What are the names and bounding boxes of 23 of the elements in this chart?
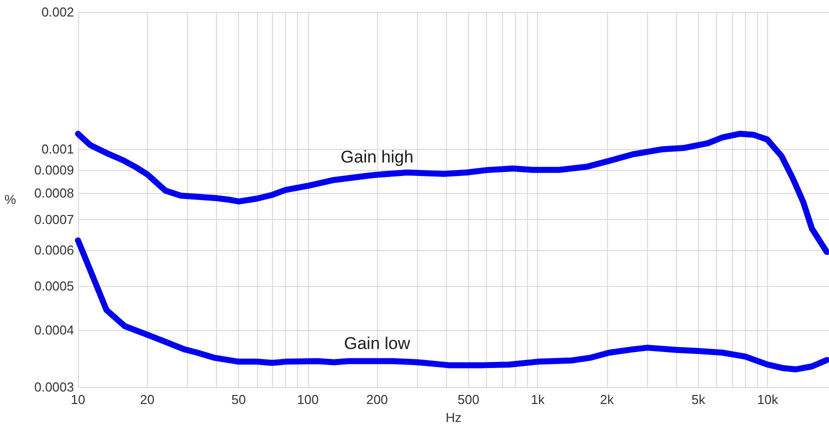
x-tick-label: 20 bbox=[140, 392, 154, 407]
y-tick-label: 0.0007 bbox=[34, 212, 74, 228]
y-tick-label: 0.001 bbox=[41, 142, 74, 157]
x-tick-label: 200 bbox=[366, 392, 388, 407]
y-tick-label: 0.0004 bbox=[34, 322, 74, 338]
y-tick-label: 0.0006 bbox=[34, 242, 74, 258]
y-tick-label: 0.0003 bbox=[34, 380, 74, 394]
x-tick-label: 10k bbox=[757, 392, 779, 407]
x-tick-label: 5k bbox=[692, 392, 706, 407]
x-tick-label: 1k bbox=[530, 392, 546, 407]
y-axis-title: % bbox=[4, 192, 16, 207]
x-tick-label: 10 bbox=[70, 392, 86, 407]
y-tick-label: 0.002 bbox=[41, 4, 74, 20]
y-tick-label: 0.0009 bbox=[34, 162, 74, 178]
y-tick-label: 0.0008 bbox=[34, 186, 74, 201]
x-tick-label: 500 bbox=[458, 392, 480, 407]
x-tick-label: 50 bbox=[231, 392, 246, 407]
x-tick-label: 100 bbox=[297, 392, 319, 407]
series-label: Gain low bbox=[344, 334, 411, 354]
series-label: Gain high bbox=[340, 148, 414, 167]
x-axis-title: Hz bbox=[446, 410, 462, 425]
x-tick-label: 2k bbox=[600, 392, 614, 407]
y-tick-label: 0.0005 bbox=[34, 278, 74, 294]
